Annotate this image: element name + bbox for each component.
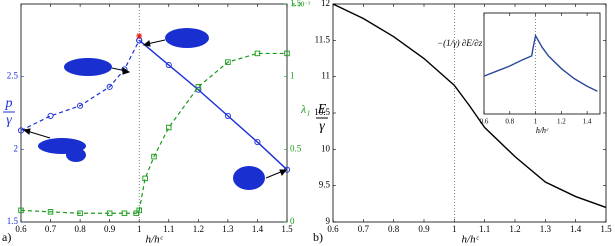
y-tick-label: 9 [326,216,331,226]
x-tick-label: 0.8 [505,118,514,126]
y-tick-label: 12 [321,0,330,8]
marker [106,83,113,90]
blob [64,58,112,76]
x-axis-label: h/hᶜ [146,234,164,246]
x-tick-label: 1.2 [193,224,204,234]
x-axis-label: h/hᶜ [536,126,549,135]
y-axis-label-denominator: γ [6,113,12,128]
x-tick-label: 1.2 [557,118,566,126]
marker [254,139,261,146]
x-tick-label: 0.8 [74,224,86,234]
series-line [138,39,288,171]
x-tick-label: 1.1 [163,224,174,234]
x-tick-label: 1.1 [479,224,490,234]
x-tick-label: 0.9 [418,224,430,234]
y2-tick-label: 1.5 [290,0,302,8]
y-tick-label: 10.5 [314,107,330,117]
x-tick-label: 0.9 [104,224,116,234]
marker [254,50,261,57]
marker [136,32,143,39]
marker [47,209,54,215]
x-tick-label: 0.6 [15,224,27,234]
y-axis-label-denominator: γ [319,119,325,134]
y2-tick-label: 0 [290,216,295,226]
marker [18,207,24,214]
y-tick-label: 10 [321,143,331,153]
marker [142,175,148,182]
marker [77,102,84,109]
panel-label: b) [313,230,323,244]
x-tick-label: 1.3 [222,224,234,234]
y2-tick-label: 0.5 [290,143,302,153]
marker [195,84,202,90]
y-axis-label-numerator: E [317,102,327,117]
x-tick-label: 1.4 [583,118,592,126]
y-axis-label-numerator: p [5,96,13,111]
x-tick-label: 1 [534,118,538,126]
marker [133,210,140,217]
marker [17,127,25,134]
y-tick-label: 11.5 [315,34,331,44]
x-tick-label: 0.8 [388,224,400,234]
marker [225,59,231,65]
axis-multiplier: x 10⁻³ [292,1,310,9]
x-axis-label: h/hᶜ [462,234,480,246]
marker [284,50,290,57]
panel-label: a) [2,230,11,244]
y-tick-label: 2 [14,143,19,153]
marker [224,112,231,119]
x-tick-label: 1.3 [540,224,552,234]
series-line [332,3,607,209]
shape-illustrations [22,28,288,190]
marker [106,210,113,217]
blob [66,148,86,162]
x-tick-label: 1.5 [600,224,612,234]
marker [121,210,128,217]
annotation: −(1/γ) ∂E/∂z [437,38,483,48]
y-tick-label: 11 [321,71,330,81]
x-tick-label: 1 [452,224,457,234]
x-tick-label: 1 [137,224,142,234]
blob [165,28,209,48]
blob [233,166,265,190]
plot-frame [483,12,601,115]
marker [166,124,172,131]
series-line [20,40,140,131]
x-tick-label: 0.6 [327,224,339,234]
x-tick-label: 1.4 [252,224,264,234]
x-tick-label: 1.2 [509,224,520,234]
y2-axis-label: λ₁ [300,102,310,116]
panel: 0.6 0.7 0.8 0.9 1 1.1 1.2 1.3 1.4 1.5 1.5 2 2.5 0 0.5 1… [2,0,310,246]
y2-tick-label: 1 [290,71,295,81]
x-tick-label: 0.7 [45,224,57,234]
arrows [22,39,288,179]
marker [136,207,142,214]
y-tick-label: 1.5 [7,216,19,226]
series-line [483,33,598,92]
x-tick-label: 0.6 [480,118,489,126]
marker [47,112,54,119]
inset-chart: 0.6 0.8 1 1.2 1.4 h/hᶜ −(1/γ) ∂E/∂z [437,12,601,135]
marker [77,210,83,217]
x-tick-label: 1.5 [281,224,293,234]
x-tick-label: 1.4 [570,224,582,234]
x-tick-label: 0.7 [358,224,370,234]
marker [165,61,172,69]
y-tick-label: 9.5 [319,180,331,190]
y-tick-label: 2.5 [7,71,19,81]
series-line [20,52,287,214]
marker [151,153,157,160]
